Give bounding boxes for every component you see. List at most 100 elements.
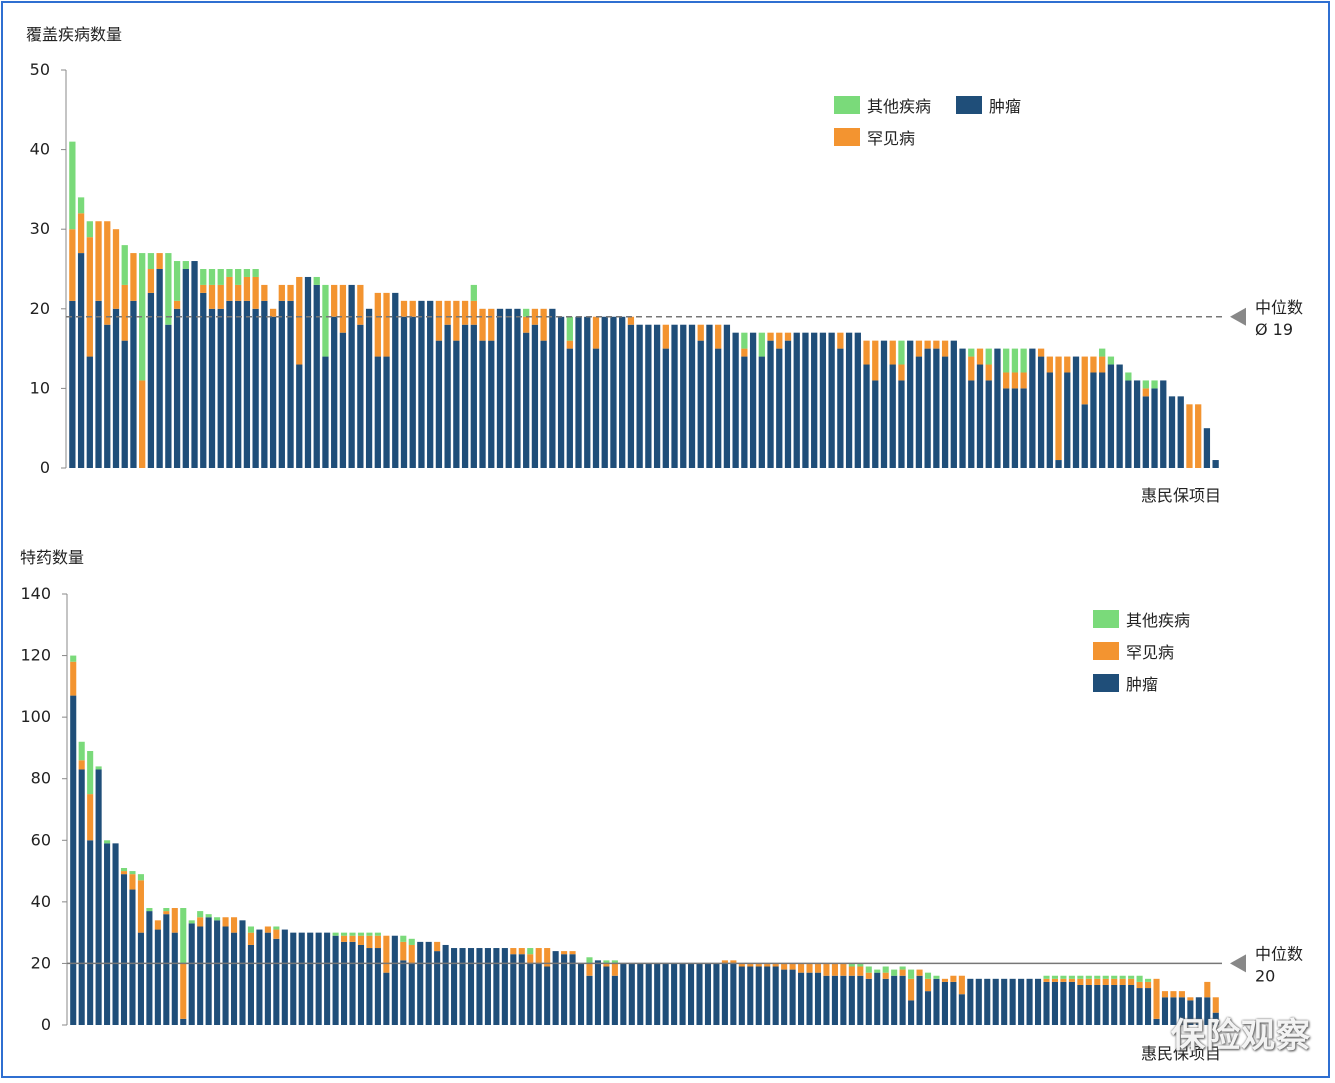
chart1-bar-other	[1011, 348, 1019, 373]
chart2-bar-tumor	[1077, 984, 1084, 1025]
chart1-legend-swatch	[956, 96, 982, 114]
chart1-bar-rare	[278, 284, 285, 301]
chart2-bar-rare	[197, 917, 204, 927]
chart2-y-tick-label: 80	[31, 769, 51, 788]
chart1-bar-rare	[383, 292, 390, 357]
chart1-bar-tumor	[269, 316, 277, 468]
chart2-bar-tumor	[425, 941, 432, 1025]
chart2-bar-other	[366, 932, 373, 936]
chart1-bar-other	[968, 348, 975, 357]
chart2-bar-tumor	[772, 966, 779, 1025]
chart2-bar-tumor	[307, 932, 314, 1025]
chart1-bar-tumor	[121, 340, 128, 468]
chart2-bar-tumor	[535, 963, 542, 1025]
chart1-bar-tumor	[304, 276, 312, 468]
chart2-bar-tumor	[467, 948, 475, 1025]
chart1-bar-tumor	[1107, 364, 1115, 468]
chart1-bar-tumor	[662, 348, 669, 468]
chart2-bar-rare	[408, 944, 415, 964]
chart1-bar-tumor	[243, 300, 251, 468]
chart1-bar-tumor	[95, 300, 102, 468]
chart2-bar-tumor	[637, 963, 644, 1025]
chart1-bar-rare	[784, 332, 792, 341]
chart1-bar-tumor	[339, 332, 347, 468]
chart1-bar-other	[139, 253, 146, 381]
chart1-bar-rare	[77, 213, 85, 254]
chart1-bar-rare	[409, 300, 416, 317]
chart2-bar-rare	[544, 948, 551, 967]
chart2-bar-tumor	[247, 944, 254, 1025]
chart2-bar-tumor	[417, 941, 424, 1025]
chart2-bar-other	[400, 935, 407, 942]
chart1-bar-rare	[898, 364, 905, 381]
chart1-bar-tumor	[1212, 460, 1219, 468]
chart2-bar-tumor	[603, 966, 610, 1025]
chart1-bar-tumor	[1151, 388, 1158, 468]
chart1-bar-tumor	[907, 340, 914, 468]
chart2-bar-other	[180, 908, 187, 964]
chart2-bar-rare	[865, 972, 872, 979]
chart2-bar-tumor	[654, 963, 661, 1025]
chart1-bar-rare	[1099, 356, 1106, 373]
chart2-bar-tumor	[840, 975, 847, 1025]
chart1-bar-tumor	[1160, 380, 1167, 468]
chart1-bar-rare	[243, 276, 251, 301]
chart1-bar-rare	[252, 276, 259, 309]
chart2-bar-tumor	[163, 914, 170, 1025]
chart1-bar-rare	[156, 253, 163, 269]
chart2-y-tick-label: 0	[41, 1015, 51, 1034]
chart2-bar-tumor	[171, 932, 178, 1025]
chart2-bar-tumor	[688, 963, 695, 1025]
chart1-bar-tumor	[627, 324, 635, 468]
chart1-bar-rare	[86, 237, 93, 357]
chart1-bar-tumor	[147, 292, 155, 468]
chart1-bar-tumor	[400, 316, 408, 468]
chart1-y-tick-label: 10	[30, 378, 50, 397]
chart2-bar-tumor	[1034, 978, 1042, 1025]
chart1-bar-rare	[531, 308, 539, 325]
chart2-bar-tumor	[916, 975, 923, 1025]
chart2-bar-other	[586, 957, 593, 964]
chart2-bar-tumor	[764, 966, 771, 1025]
chart1-bar-rare	[941, 340, 949, 357]
chart2-bar-rare	[747, 963, 754, 967]
chart2-bar-rare	[400, 941, 407, 961]
chart2-bar-rare	[1145, 981, 1152, 989]
chart2-bar-tumor	[104, 843, 111, 1025]
chart2-bar-tumor	[1043, 981, 1050, 1025]
chart2-bar-rare	[764, 963, 771, 967]
chart2-bar-rare	[180, 963, 187, 1019]
chart2-bar-tumor	[594, 960, 601, 1025]
chart1-bar-rare	[69, 229, 76, 301]
chart1-bar-tumor	[706, 324, 713, 468]
chart2-bar-other	[78, 741, 85, 761]
chart1-legend-swatch	[834, 96, 860, 114]
chart2-bar-rare	[611, 963, 618, 976]
chart2-bar-other	[129, 871, 136, 875]
chart1-bar-tumor	[767, 340, 774, 468]
chart2-bar-tumor	[188, 923, 195, 1025]
chart2-bar-other	[408, 938, 415, 945]
chart2-bar-other	[95, 766, 102, 770]
chart2-bar-tumor	[713, 963, 720, 1025]
chart1-bar-other	[322, 284, 329, 357]
chart1-bar-tumor	[191, 261, 198, 468]
chart2-bar-tumor	[400, 960, 407, 1025]
chart1-bar-tumor	[828, 332, 835, 468]
chart2-bar-rare	[1068, 978, 1075, 982]
chart2-bar-rare	[899, 969, 906, 976]
chart1-bar-tumor	[287, 300, 294, 468]
chart2-bar-rare	[1204, 981, 1211, 998]
chart1-bar-tumor	[636, 324, 643, 468]
chart1-bar-rare	[1186, 404, 1193, 468]
chart2-bar-other	[882, 966, 889, 973]
chart2-bar-other	[120, 867, 128, 872]
chart2-bar-rare	[1170, 991, 1177, 998]
chart2-bar-tumor	[129, 889, 136, 1025]
chart1-bar-other	[1151, 380, 1158, 389]
chart2-bar-tumor	[561, 954, 568, 1025]
chart1-bar-rare	[741, 348, 748, 357]
chart1-bar-tumor	[584, 316, 591, 468]
chart2-bar-tumor	[197, 926, 204, 1025]
chart1-bar-tumor	[130, 300, 137, 468]
